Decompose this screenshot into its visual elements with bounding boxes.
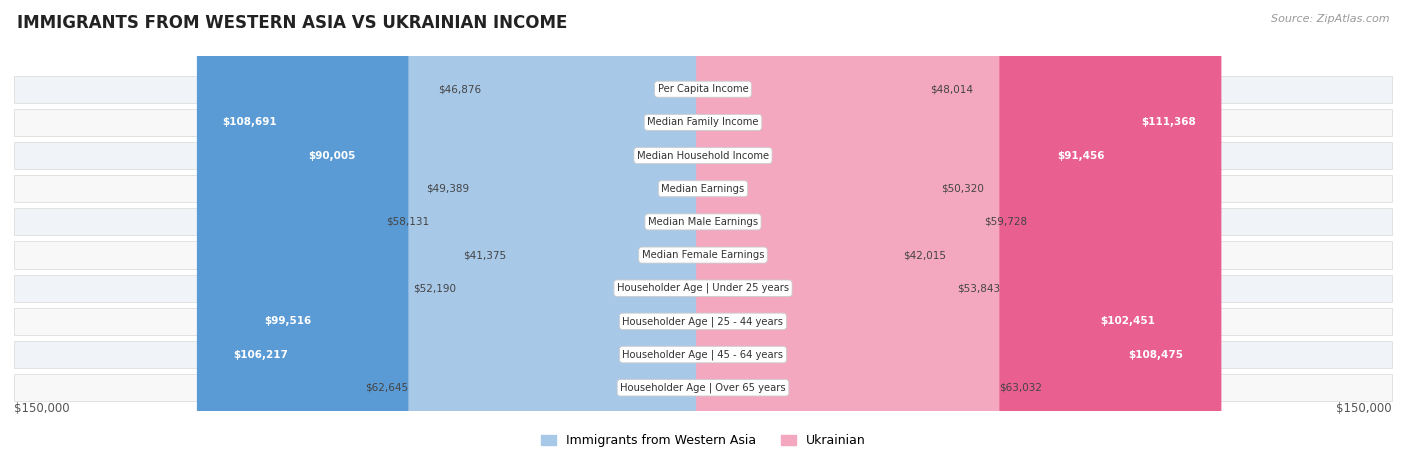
- FancyBboxPatch shape: [429, 0, 710, 467]
- Text: $63,032: $63,032: [1000, 383, 1042, 393]
- Bar: [14, 208, 1392, 235]
- Text: $91,456: $91,456: [1057, 150, 1105, 161]
- Text: Householder Age | 45 - 64 years: Householder Age | 45 - 64 years: [623, 349, 783, 360]
- FancyBboxPatch shape: [696, 0, 957, 467]
- Text: $49,389: $49,389: [426, 184, 470, 194]
- FancyBboxPatch shape: [481, 0, 710, 467]
- Bar: [14, 76, 1392, 103]
- Text: Householder Age | Under 25 years: Householder Age | Under 25 years: [617, 283, 789, 293]
- Text: Householder Age | Over 65 years: Householder Age | Over 65 years: [620, 382, 786, 393]
- FancyBboxPatch shape: [457, 0, 710, 467]
- FancyBboxPatch shape: [239, 0, 710, 467]
- Text: $52,190: $52,190: [413, 283, 457, 293]
- FancyBboxPatch shape: [197, 0, 710, 467]
- Text: $41,375: $41,375: [463, 250, 506, 260]
- Text: $106,217: $106,217: [233, 350, 288, 360]
- Text: Source: ZipAtlas.com: Source: ZipAtlas.com: [1271, 14, 1389, 24]
- Text: Median Female Earnings: Median Female Earnings: [641, 250, 765, 260]
- Text: $50,320: $50,320: [941, 184, 984, 194]
- Bar: [14, 374, 1392, 401]
- Text: $58,131: $58,131: [387, 217, 429, 227]
- Text: $42,015: $42,015: [903, 250, 946, 260]
- Text: $150,000: $150,000: [14, 402, 70, 415]
- Bar: [14, 175, 1392, 202]
- FancyBboxPatch shape: [696, 0, 1222, 467]
- Bar: [14, 241, 1392, 269]
- Text: Median Earnings: Median Earnings: [661, 184, 745, 194]
- FancyBboxPatch shape: [696, 0, 941, 467]
- Text: $111,368: $111,368: [1142, 117, 1197, 127]
- FancyBboxPatch shape: [696, 0, 1181, 467]
- Text: $99,516: $99,516: [264, 317, 312, 326]
- Text: Median Family Income: Median Family Income: [647, 117, 759, 127]
- Text: $108,475: $108,475: [1128, 350, 1182, 360]
- FancyBboxPatch shape: [696, 0, 984, 467]
- FancyBboxPatch shape: [696, 0, 1208, 467]
- FancyBboxPatch shape: [696, 0, 1130, 467]
- Text: $108,691: $108,691: [222, 117, 277, 127]
- Text: $62,645: $62,645: [366, 383, 408, 393]
- FancyBboxPatch shape: [470, 0, 710, 467]
- Bar: [14, 109, 1392, 136]
- FancyBboxPatch shape: [408, 0, 710, 467]
- FancyBboxPatch shape: [696, 0, 931, 467]
- Bar: [14, 275, 1392, 302]
- FancyBboxPatch shape: [283, 0, 710, 467]
- Legend: Immigrants from Western Asia, Ukrainian: Immigrants from Western Asia, Ukrainian: [540, 434, 866, 447]
- FancyBboxPatch shape: [696, 0, 1000, 467]
- FancyBboxPatch shape: [208, 0, 710, 467]
- Bar: [14, 142, 1392, 169]
- Text: Median Male Earnings: Median Male Earnings: [648, 217, 758, 227]
- Text: $150,000: $150,000: [1336, 402, 1392, 415]
- Text: $48,014: $48,014: [931, 84, 973, 94]
- Text: $59,728: $59,728: [984, 217, 1028, 227]
- Text: Per Capita Income: Per Capita Income: [658, 84, 748, 94]
- Text: $46,876: $46,876: [437, 84, 481, 94]
- Text: IMMIGRANTS FROM WESTERN ASIA VS UKRAINIAN INCOME: IMMIGRANTS FROM WESTERN ASIA VS UKRAINIA…: [17, 14, 567, 32]
- Text: $102,451: $102,451: [1101, 317, 1156, 326]
- Text: $90,005: $90,005: [308, 150, 356, 161]
- Text: $53,843: $53,843: [957, 283, 1000, 293]
- Bar: [14, 341, 1392, 368]
- Bar: [14, 308, 1392, 335]
- FancyBboxPatch shape: [506, 0, 710, 467]
- FancyBboxPatch shape: [696, 0, 903, 467]
- Text: Householder Age | 25 - 44 years: Householder Age | 25 - 44 years: [623, 316, 783, 326]
- Text: Median Household Income: Median Household Income: [637, 150, 769, 161]
